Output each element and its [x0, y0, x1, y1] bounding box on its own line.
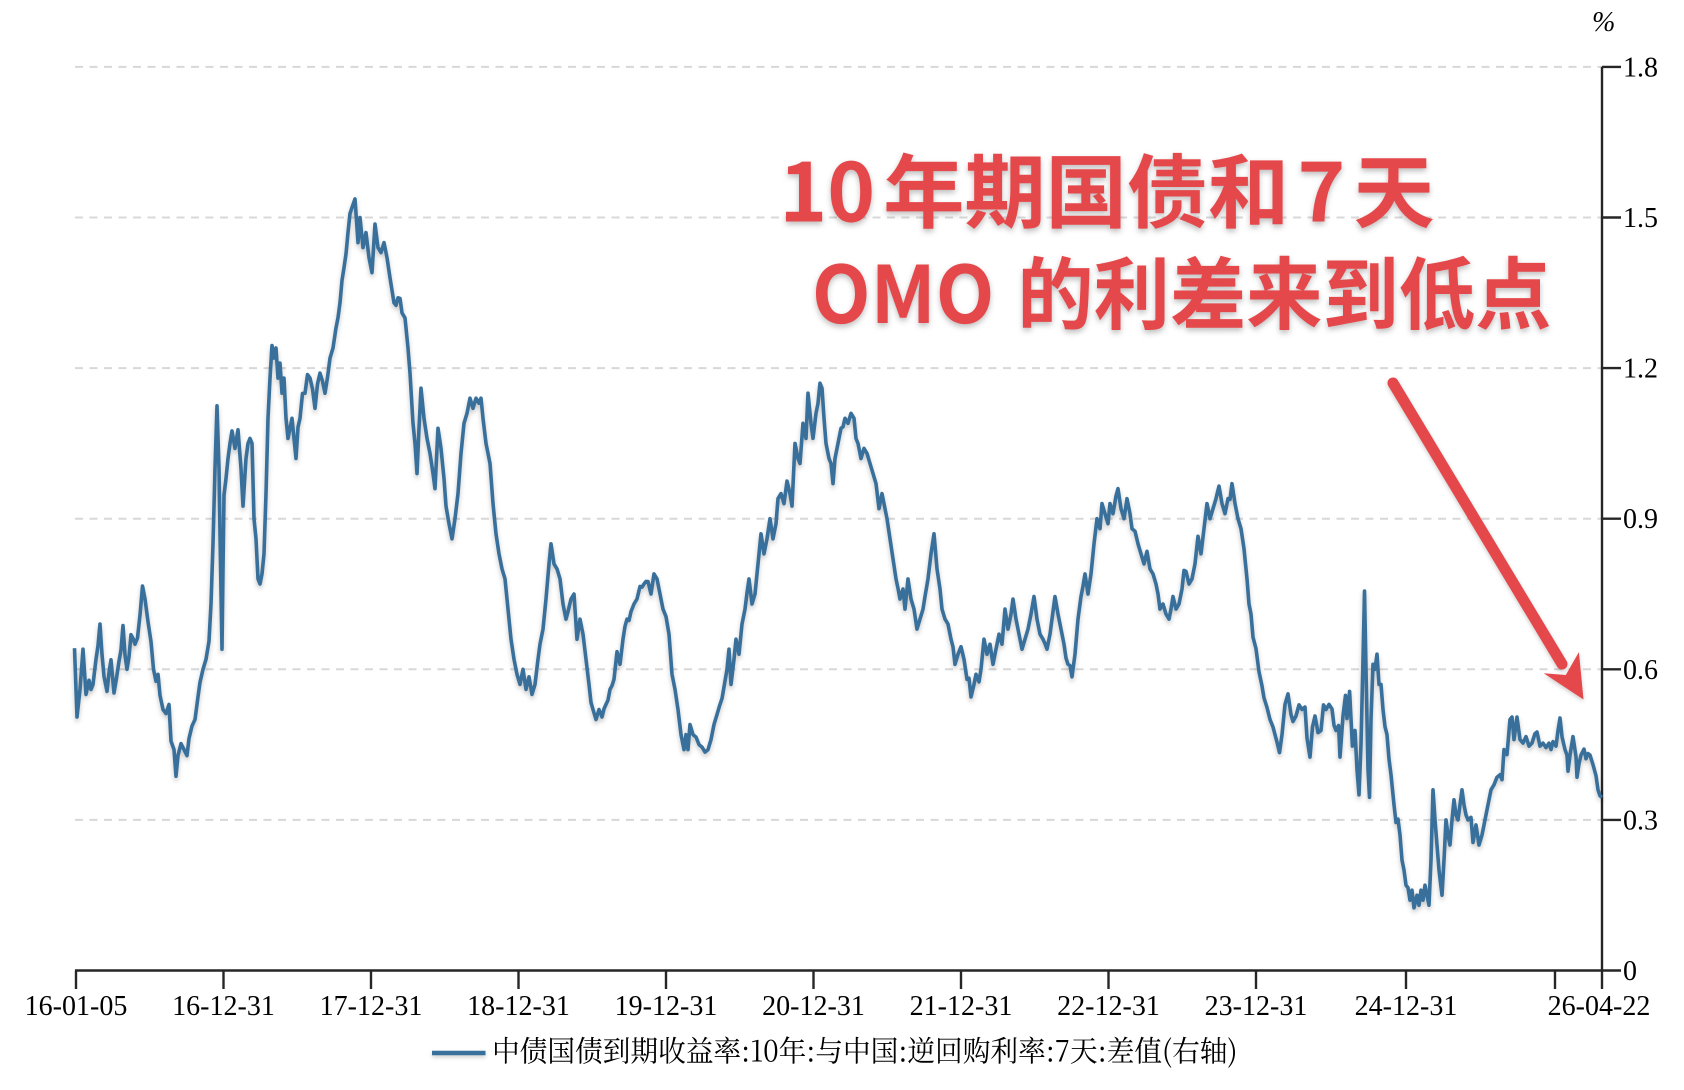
svg-text:0.6: 0.6: [1623, 655, 1658, 686]
svg-text:0: 0: [1623, 956, 1637, 987]
svg-text:0.3: 0.3: [1623, 805, 1658, 836]
svg-text:20-12-31: 20-12-31: [762, 991, 865, 1022]
svg-text:1.5: 1.5: [1623, 203, 1658, 234]
svg-text:1.8: 1.8: [1623, 52, 1658, 83]
svg-text:1.2: 1.2: [1623, 354, 1658, 385]
svg-text:%: %: [1592, 7, 1615, 38]
svg-text:16-01-05: 16-01-05: [25, 991, 128, 1022]
svg-text:0.9: 0.9: [1623, 504, 1658, 535]
svg-text:22-12-31: 22-12-31: [1057, 991, 1160, 1022]
svg-text:18-12-31: 18-12-31: [467, 991, 570, 1022]
svg-text:16-12-31: 16-12-31: [172, 991, 275, 1022]
svg-text:19-12-31: 19-12-31: [615, 991, 718, 1022]
svg-text:17-12-31: 17-12-31: [320, 991, 423, 1022]
svg-text:24-12-31: 24-12-31: [1355, 991, 1458, 1022]
svg-text:21-12-31: 21-12-31: [910, 991, 1013, 1022]
svg-text:26-04-22: 26-04-22: [1548, 991, 1651, 1022]
svg-text:23-12-31: 23-12-31: [1205, 991, 1308, 1022]
